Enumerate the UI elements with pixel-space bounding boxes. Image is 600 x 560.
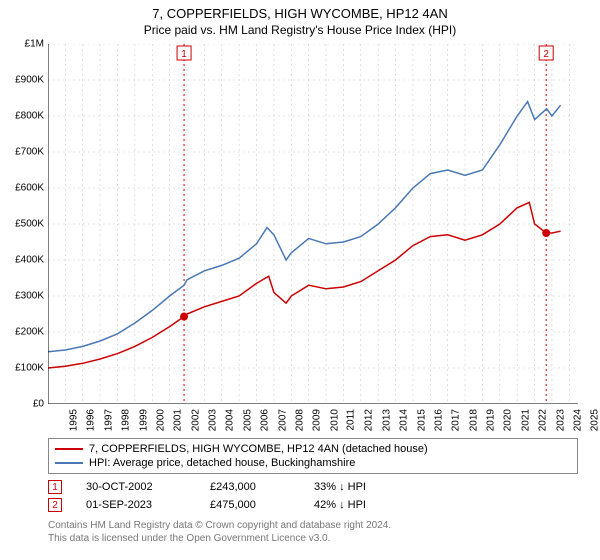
x-tick-label: 2003	[207, 409, 218, 431]
sale-marker-number: 1	[52, 482, 58, 493]
x-tick-label: 2011	[346, 409, 357, 431]
x-tick-label: 2013	[381, 409, 392, 431]
chart-title: 7, COPPERFIELDS, HIGH WYCOMBE, HP12 4AN	[0, 0, 600, 21]
sale-pct-vs-hpi: 33% ↓ HPI	[314, 481, 366, 493]
svg-text:2: 2	[543, 49, 549, 60]
sale-marker-badge: 2	[48, 498, 62, 512]
x-tick-label: 2023	[555, 409, 566, 431]
x-tick-label: 2001	[173, 409, 184, 431]
x-tick-label: 2021	[520, 409, 531, 431]
y-tick-label: £1M	[25, 39, 44, 50]
sale-marker-badge: 1	[48, 480, 62, 494]
x-tick-label: 2014	[398, 409, 409, 431]
y-tick-label: £400K	[15, 255, 44, 266]
y-tick-label: £700K	[15, 147, 44, 158]
y-tick-label: £500K	[15, 219, 44, 230]
legend-swatch	[55, 462, 83, 464]
y-tick-label: £800K	[15, 111, 44, 122]
x-tick-label: 1997	[103, 409, 114, 431]
footer-line: Contains HM Land Registry data © Crown c…	[48, 520, 578, 533]
x-tick-label: 2016	[433, 409, 444, 431]
down-arrow-icon: ↓	[339, 499, 345, 511]
chart-svg: 12	[48, 44, 578, 404]
x-tick-label: 2004	[225, 409, 236, 431]
sale-date: 01-SEP-2023	[86, 499, 186, 511]
sale-marker-number: 2	[52, 500, 58, 511]
chart-plot-area: 12 £0£100K£200K£300K£400K£500K£600K£700K…	[48, 44, 578, 404]
x-tick-label: 1996	[86, 409, 97, 431]
x-tick-label: 2025	[590, 409, 600, 431]
legend-label: HPI: Average price, detached house, Buck…	[89, 457, 355, 469]
chart-container: 7, COPPERFIELDS, HIGH WYCOMBE, HP12 4AN …	[0, 0, 600, 560]
down-arrow-icon: ↓	[339, 481, 345, 493]
sale-data-table: 1 30-OCT-2002 £243,000 33% ↓ HPI 2 01-SE…	[48, 478, 578, 514]
x-tick-label: 2006	[259, 409, 270, 431]
x-tick-label: 1999	[138, 409, 149, 431]
legend-label: 7, COPPERFIELDS, HIGH WYCOMBE, HP12 4AN …	[89, 443, 428, 455]
sale-date: 30-OCT-2002	[86, 481, 186, 493]
sale-row: 1 30-OCT-2002 £243,000 33% ↓ HPI	[48, 478, 578, 496]
legend: 7, COPPERFIELDS, HIGH WYCOMBE, HP12 4AN …	[48, 438, 578, 474]
legend-item: 7, COPPERFIELDS, HIGH WYCOMBE, HP12 4AN …	[55, 442, 571, 456]
x-tick-label: 2002	[190, 409, 201, 431]
x-tick-label: 2019	[485, 409, 496, 431]
y-tick-label: £900K	[15, 75, 44, 86]
x-tick-label: 2018	[468, 409, 479, 431]
svg-text:1: 1	[181, 49, 187, 60]
x-tick-label: 2020	[503, 409, 514, 431]
sale-pct-vs-hpi: 42% ↓ HPI	[314, 499, 366, 511]
x-tick-label: 1995	[68, 409, 79, 431]
x-tick-label: 2022	[537, 409, 548, 431]
x-tick-label: 2017	[451, 409, 462, 431]
chart-subtitle: Price paid vs. HM Land Registry's House …	[0, 21, 600, 37]
legend-item: HPI: Average price, detached house, Buck…	[55, 456, 571, 470]
y-tick-label: £0	[33, 399, 44, 410]
y-tick-label: £100K	[15, 363, 44, 374]
x-tick-label: 2015	[416, 409, 427, 431]
x-tick-label: 2000	[155, 409, 166, 431]
x-tick-label: 2024	[572, 409, 583, 431]
y-tick-label: £600K	[15, 183, 44, 194]
sale-price: £243,000	[210, 481, 290, 493]
sale-row: 2 01-SEP-2023 £475,000 42% ↓ HPI	[48, 496, 578, 514]
attribution-footer: Contains HM Land Registry data © Crown c…	[48, 520, 578, 545]
x-tick-label: 2010	[329, 409, 340, 431]
sale-price: £475,000	[210, 499, 290, 511]
y-tick-label: £300K	[15, 291, 44, 302]
x-tick-label: 2009	[312, 409, 323, 431]
x-tick-label: 2005	[242, 409, 253, 431]
x-tick-label: 2012	[364, 409, 375, 431]
x-tick-label: 2008	[294, 409, 305, 431]
x-tick-label: 2007	[277, 409, 288, 431]
legend-swatch	[55, 448, 83, 450]
footer-line: This data is licensed under the Open Gov…	[48, 533, 578, 546]
x-tick-label: 1998	[120, 409, 131, 431]
y-tick-label: £200K	[15, 327, 44, 338]
